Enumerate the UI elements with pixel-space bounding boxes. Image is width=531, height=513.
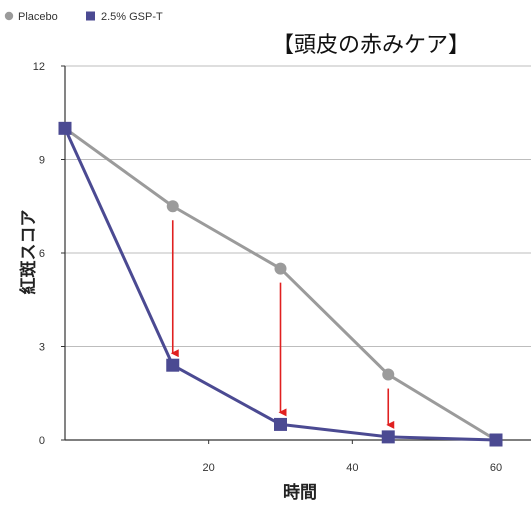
- point-gspt-1: [166, 358, 180, 372]
- axes-layer: [61, 65, 531, 444]
- point-placebo-1: [166, 200, 179, 213]
- tick-labels: 0 3 6 9 12 20 40 60: [33, 61, 502, 474]
- point-gspt-4: [489, 433, 503, 447]
- grid-layer: [65, 65, 531, 347]
- point-gspt-3: [381, 430, 395, 444]
- x-axis-title: 時間: [283, 482, 317, 503]
- point-placebo-2: [274, 262, 287, 275]
- legend-label-placebo: Placebo: [18, 11, 58, 23]
- y-tick-label-3: 3: [39, 342, 45, 354]
- legend-marker-placebo: [4, 11, 14, 21]
- y-axis-title: 紅斑スコア: [18, 210, 39, 295]
- chart-title: 【頭皮の赤みケア】: [272, 33, 470, 58]
- annotation-arrows: [170, 220, 395, 429]
- legend: Placebo 2.5% GSP-T: [4, 11, 163, 23]
- x-tick-label-40: 40: [346, 462, 358, 474]
- x-tick-label-60: 60: [490, 462, 502, 474]
- y-tick-label-6: 6: [39, 248, 45, 260]
- x-tick-label-20: 20: [203, 462, 215, 474]
- point-placebo-3: [382, 368, 395, 381]
- point-gspt-0: [58, 121, 72, 135]
- legend-marker-gspt: [86, 11, 95, 21]
- series-layer: [58, 121, 503, 447]
- y-tick-label-12: 12: [33, 61, 45, 73]
- point-gspt-2: [274, 417, 287, 431]
- legend-label-gspt: 2.5% GSP-T: [101, 11, 163, 23]
- y-tick-label-0: 0: [39, 435, 45, 447]
- y-tick-label-9: 9: [39, 155, 45, 167]
